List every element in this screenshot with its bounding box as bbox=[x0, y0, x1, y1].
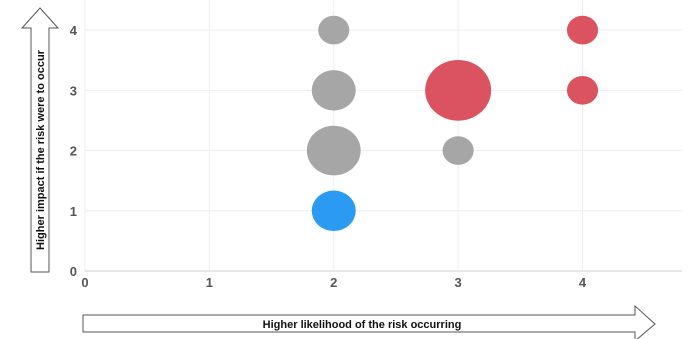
y-tick-label-2: 2 bbox=[70, 144, 77, 159]
y-tick-label-1: 1 bbox=[70, 204, 77, 219]
y-tick-label-3: 3 bbox=[70, 83, 77, 98]
x-tick-label-1: 1 bbox=[206, 275, 213, 290]
y-tick-label-0: 0 bbox=[70, 264, 77, 279]
x-axis-arrow bbox=[82, 304, 656, 339]
bubble-point bbox=[318, 15, 350, 45]
y-axis-arrow bbox=[20, 7, 60, 273]
bubble-point bbox=[442, 136, 474, 165]
x-tick-label-2: 2 bbox=[330, 275, 337, 290]
x-tick-label-0: 0 bbox=[81, 275, 88, 290]
bubble-point bbox=[566, 76, 599, 105]
bubble-point bbox=[311, 70, 356, 111]
x-axis-title: Higher likelihood of the risk occurring bbox=[263, 319, 462, 331]
y-axis-title: Higher impact if the risk were to occur bbox=[35, 49, 47, 250]
x-tick-label-3: 3 bbox=[455, 275, 462, 290]
bubbles bbox=[306, 15, 599, 232]
bubble-point bbox=[425, 59, 492, 121]
bubble-point bbox=[306, 125, 361, 176]
bubble-point bbox=[311, 190, 356, 232]
y-tick-label-4: 4 bbox=[70, 23, 78, 38]
bubble-point bbox=[566, 15, 599, 45]
x-tick-label-4: 4 bbox=[579, 275, 587, 290]
axes: 0 1 2 3 4 0 1 2 3 4 bbox=[70, 23, 682, 290]
